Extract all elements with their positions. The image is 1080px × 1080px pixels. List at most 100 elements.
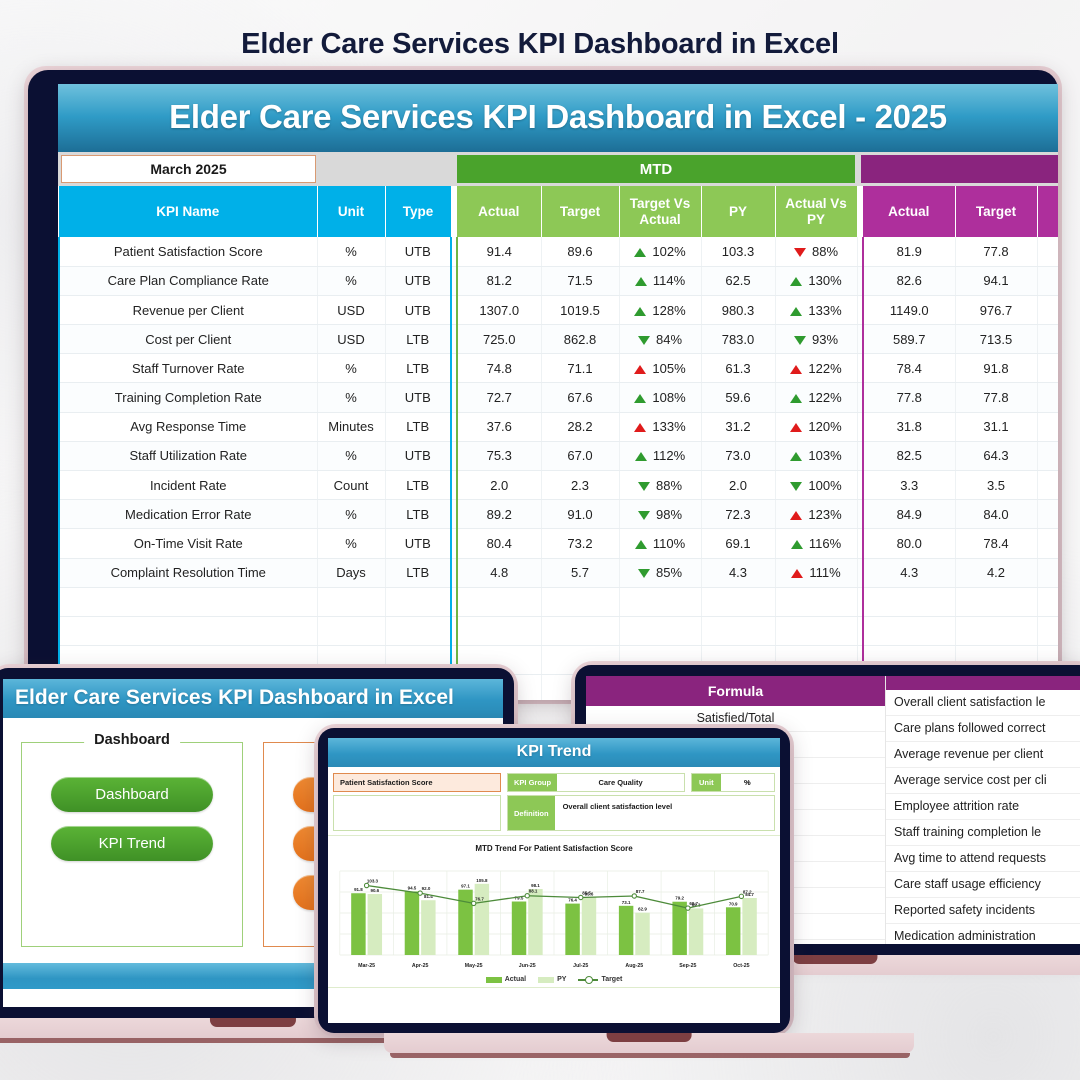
cell-unit: % xyxy=(317,499,386,530)
cell-spacer-1 xyxy=(451,295,457,326)
cell-ytd-actual: 589.7 xyxy=(862,324,956,355)
page-title: Elder Care Services KPI Dashboard in Exc… xyxy=(241,28,839,60)
svg-text:Mar-25: Mar-25 xyxy=(358,963,375,969)
cell-mtd-py: 31.2 xyxy=(701,412,776,442)
col-type[interactable]: Type xyxy=(385,186,452,238)
cell-kpi-name: Revenue per Client xyxy=(58,295,318,326)
trend-kpi-name[interactable]: Patient Satisfaction Score xyxy=(333,773,501,792)
legend-target-marker-icon xyxy=(578,976,599,984)
cell-empty xyxy=(862,587,956,617)
cell-mtd-py: 69.1 xyxy=(701,528,776,559)
cell-empty xyxy=(619,616,702,647)
cell-ytd-third xyxy=(1037,528,1058,559)
cell-mtd-actual: 74.8 xyxy=(456,353,542,384)
svg-text:98.1: 98.1 xyxy=(531,883,540,888)
table-row: Cost per Client USD LTB 725.0 862.8 84% 783.0 9… xyxy=(58,324,1058,355)
arrow-up-icon xyxy=(634,540,647,549)
cell-ytd-actual: 77.8 xyxy=(862,382,956,413)
legend-py-label: PY xyxy=(557,976,567,983)
cell-mtd-target: 67.6 xyxy=(541,382,620,413)
cell-target-vs-actual: 112% xyxy=(619,441,702,472)
cell-type: UTB xyxy=(385,528,452,559)
cell-spacer-2 xyxy=(857,295,863,326)
col-actual-vs-py[interactable]: Actual Vs PY xyxy=(775,186,858,238)
definition-cell: Average service cost per cli xyxy=(886,768,1080,794)
arrow-down-icon xyxy=(637,335,650,345)
col-mtd-py[interactable]: PY xyxy=(701,186,776,238)
arrow-down-icon xyxy=(790,481,803,491)
col-unit[interactable]: Unit xyxy=(317,186,386,238)
trend-laptop-bezel: KPI Trend Patient Satisfaction Score KPI… xyxy=(314,724,794,1037)
arrow-up-icon xyxy=(790,277,803,287)
definition-cell: Employee attrition rate xyxy=(886,794,1080,820)
cell-ytd-actual: 31.8 xyxy=(862,412,956,442)
cell-type: UTB xyxy=(385,441,452,472)
definition-cell: Avg time to attend requests xyxy=(886,846,1080,872)
legend-actual-swatch xyxy=(485,976,502,983)
main-laptop-bezel: Elder Care Services KPI Dashboard in Exc… xyxy=(24,66,1062,704)
trend-filter-row: Patient Satisfaction Score KPI Group Car… xyxy=(328,767,780,792)
col-ytd-actual[interactable]: Actual xyxy=(863,186,956,238)
svg-text:76.7: 76.7 xyxy=(475,896,484,901)
table-row: Care Plan Compliance Rate% UTB 81.2 71.5 114… xyxy=(58,266,1058,296)
cell-actual-vs-py: 122% xyxy=(775,353,858,384)
cell-type: UTB xyxy=(385,382,452,413)
cell-ytd-target: 31.1 xyxy=(955,412,1038,442)
legend-py-swatch xyxy=(538,976,555,983)
nav-button-kpi-trend[interactable]: KPI Trend xyxy=(51,826,213,861)
cell-kpi-name: Training Completion Rate xyxy=(58,382,318,413)
cell-target-vs-actual: 114% xyxy=(619,266,702,296)
table-row-empty xyxy=(58,616,1058,647)
svg-text:Aug-25: Aug-25 xyxy=(625,963,643,969)
cell-target-vs-actual: 105% xyxy=(619,353,702,384)
month-filter[interactable]: March 2025 xyxy=(61,155,316,183)
cell-mtd-target: 5.7 xyxy=(541,558,620,588)
col-mtd-target[interactable]: Target xyxy=(541,186,620,238)
col-mtd-actual[interactable]: Actual xyxy=(457,186,542,238)
trend-screen: KPI Trend Patient Satisfaction Score KPI… xyxy=(328,738,780,1023)
cell-spacer-2 xyxy=(857,528,863,559)
svg-text:105.8: 105.8 xyxy=(476,878,488,883)
trend-laptop-base-foot xyxy=(390,1053,910,1058)
cell-ytd-third xyxy=(1037,382,1058,413)
cell-ytd-actual: 4.3 xyxy=(862,558,956,588)
arrow-up-icon xyxy=(790,306,803,316)
cell-spacer-1 xyxy=(451,237,457,267)
table-row: Medication Error Rate% LTB 89.2 91.0 98% 72.3… xyxy=(58,499,1058,530)
trend-kpi-group-label: KPI Group xyxy=(508,774,558,791)
trend-footer xyxy=(328,987,780,997)
cell-ytd-target: 94.1 xyxy=(955,266,1038,296)
nav-button-dashboard[interactable]: Dashboard xyxy=(51,777,213,812)
col-kpi-name[interactable]: KPI Name xyxy=(59,186,318,238)
cell-ytd-third xyxy=(1037,353,1058,384)
cell-mtd-actual: 1307.0 xyxy=(456,295,542,326)
cell-mtd-py: 62.5 xyxy=(701,266,776,296)
cell-empty xyxy=(701,616,776,647)
col-target-vs-actual[interactable]: Target Vs Actual xyxy=(619,186,702,238)
svg-text:85.5: 85.5 xyxy=(582,890,591,895)
definition-column-body: Overall client satisfaction le Care plans… xyxy=(886,690,1080,944)
cell-empty xyxy=(58,616,318,647)
svg-text:103.3: 103.3 xyxy=(367,878,379,883)
cell-unit: % xyxy=(317,237,386,267)
cell-actual-vs-py: 122% xyxy=(775,382,858,413)
cell-unit: Days xyxy=(317,558,386,588)
svg-text:79.2: 79.2 xyxy=(675,896,684,901)
band-separator xyxy=(855,152,861,186)
dashboard-banner-title: Elder Care Services KPI Dashboard in Exc… xyxy=(58,84,1058,152)
mtd-band-label: MTD xyxy=(457,155,855,183)
cell-type: LTB xyxy=(385,324,452,355)
cell-actual-vs-py: 103% xyxy=(775,441,858,472)
cell-ytd-third xyxy=(1037,470,1058,501)
cell-target-vs-actual: 88% xyxy=(619,470,702,501)
col-ytd-third[interactable]: A xyxy=(1037,186,1058,238)
cell-spacer-1 xyxy=(451,558,457,588)
cell-mtd-actual: 91.4 xyxy=(456,237,542,267)
col-ytd-target[interactable]: Target xyxy=(955,186,1038,238)
cell-empty xyxy=(541,587,620,617)
arrow-up-icon xyxy=(634,277,647,287)
cell-mtd-py: 4.3 xyxy=(701,558,776,588)
cell-ytd-actual: 78.4 xyxy=(862,353,956,384)
svg-text:97.1: 97.1 xyxy=(461,884,470,889)
cell-kpi-name: Care Plan Compliance Rate xyxy=(58,266,318,296)
